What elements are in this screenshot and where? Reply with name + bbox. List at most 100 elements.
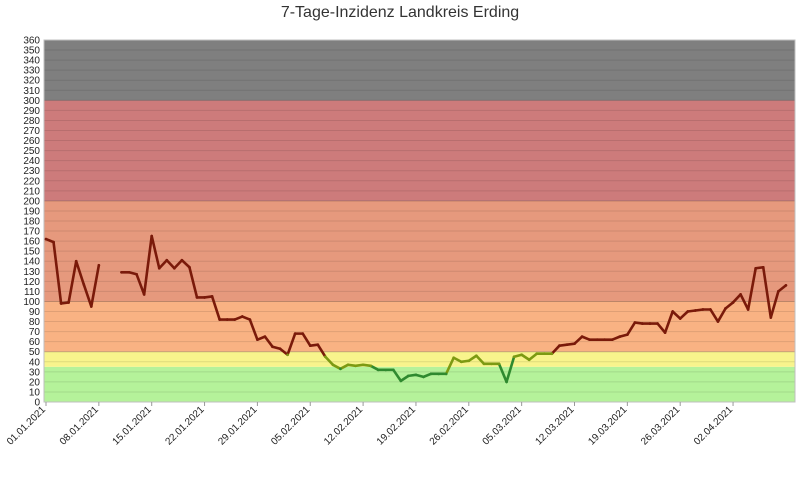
- data-point: [467, 359, 471, 363]
- series-line-segment: [761, 265, 773, 319]
- data-point: [369, 364, 372, 368]
- y-tick-label: 50: [29, 347, 41, 358]
- band-300-360: [44, 40, 795, 101]
- data-point: [135, 272, 138, 276]
- series-line-segment: [467, 354, 478, 363]
- data-point: [44, 237, 48, 241]
- data-point: [52, 240, 55, 244]
- series-line-segment: [777, 284, 788, 293]
- data-point: [527, 358, 531, 362]
- data-point: [346, 363, 350, 367]
- data-point: [437, 372, 440, 376]
- series-line-segment: [671, 310, 682, 320]
- data-point: [308, 344, 312, 347]
- y-tick-label: 250: [23, 146, 40, 157]
- series-line-segment: [157, 258, 169, 270]
- series-line-segment: [331, 363, 342, 371]
- x-tick-label: 29.01.2021: [216, 404, 259, 447]
- series-line-segment: [278, 347, 289, 357]
- data-point: [769, 316, 773, 319]
- data-point: [157, 266, 161, 270]
- data-point: [618, 335, 622, 338]
- y-tick-label: 360: [23, 36, 40, 47]
- series-line-segment: [610, 335, 622, 341]
- series-line-segment: [52, 240, 63, 305]
- data-point: [459, 360, 463, 364]
- data-point: [731, 301, 735, 304]
- y-tick-label: 260: [23, 136, 40, 147]
- data-point: [694, 309, 697, 312]
- data-point: [173, 266, 176, 270]
- y-tick-label: 0: [34, 398, 40, 409]
- data-point: [165, 258, 169, 262]
- series-line-segment: [573, 335, 584, 345]
- y-tick-label: 340: [23, 56, 40, 67]
- data-point: [512, 355, 516, 359]
- data-point: [82, 283, 86, 286]
- series-line-segment: [731, 293, 742, 304]
- series-line-segment: [505, 355, 516, 384]
- series-line-segment: [188, 265, 199, 299]
- data-point: [678, 317, 682, 320]
- x-tick-label: 08.01.2021: [58, 404, 101, 447]
- x-tick-label: 22.01.2021: [163, 404, 206, 447]
- series-line-segment: [150, 234, 161, 270]
- data-point: [716, 320, 720, 323]
- data-point: [293, 332, 297, 335]
- series-line-segment: [520, 353, 531, 362]
- data-point: [550, 352, 554, 356]
- series-line-segment: [769, 290, 780, 319]
- series-line-segment: [618, 333, 629, 338]
- y-tick-label: 210: [23, 186, 40, 197]
- data-point: [686, 310, 690, 313]
- band-50-100: [44, 301, 795, 352]
- data-point: [588, 338, 591, 341]
- series-line-segment: [263, 335, 274, 348]
- y-tick-label: 220: [23, 176, 40, 187]
- data-point: [354, 364, 357, 368]
- data-point: [376, 368, 380, 372]
- y-tick-label: 240: [23, 156, 40, 167]
- data-point: [142, 293, 146, 296]
- data-point: [180, 258, 184, 262]
- series-line-segment: [709, 308, 720, 323]
- data-point: [724, 307, 727, 310]
- data-point: [316, 343, 320, 346]
- series-line-segment: [678, 310, 690, 320]
- data-point: [59, 302, 63, 305]
- data-point: [74, 259, 78, 263]
- data-point: [399, 379, 403, 383]
- series-line-segment: [233, 315, 244, 321]
- y-tick-label: 320: [23, 76, 40, 87]
- y-tick-label: 20: [29, 377, 41, 388]
- y-tick-label: 110: [24, 287, 40, 298]
- data-point: [580, 335, 584, 338]
- series-line-segment: [135, 272, 146, 296]
- band-0-35: [44, 366, 795, 402]
- data-point: [407, 374, 410, 378]
- data-point: [746, 308, 750, 311]
- data-point: [278, 347, 282, 351]
- x-tick-label: 02.04.2021: [692, 404, 735, 447]
- y-tick-label: 230: [23, 166, 40, 177]
- data-point: [739, 293, 742, 296]
- data-point: [233, 318, 237, 321]
- data-point: [444, 372, 448, 376]
- band-100-200: [44, 200, 795, 302]
- data-point: [301, 332, 305, 335]
- data-point: [210, 295, 214, 298]
- series-line-segment: [550, 344, 561, 356]
- y-tick-label: 90: [29, 307, 41, 318]
- series-line-segment: [271, 345, 282, 351]
- x-tick-label: 05.03.2021: [481, 404, 524, 447]
- series-line-segment: [391, 368, 403, 383]
- series-line-segment: [414, 373, 425, 379]
- series-line-segment: [180, 258, 191, 269]
- data-point: [429, 372, 433, 376]
- series-line-segment: [422, 372, 433, 379]
- data-point: [271, 345, 274, 348]
- series-line-segment: [369, 364, 380, 372]
- series-line-segment: [444, 356, 456, 376]
